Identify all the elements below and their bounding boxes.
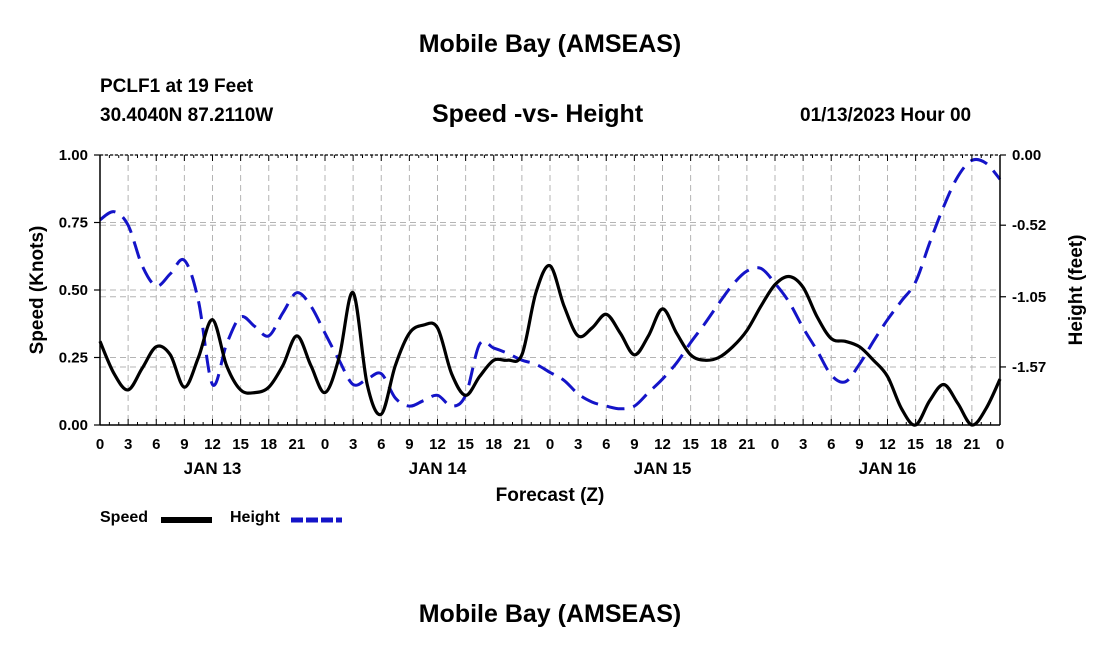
forecast-datetime: 01/13/2023 Hour 00 — [800, 105, 972, 126]
x-tick-label: 21 — [739, 436, 756, 453]
x-tick-label: 6 — [602, 436, 610, 453]
x-tick-label: 9 — [180, 436, 188, 453]
legend-speed-label: Speed — [100, 509, 149, 526]
chart-subtitle: Speed -vs- Height — [432, 100, 644, 128]
x-tick-label: 12 — [204, 436, 221, 453]
x-tick-label: 0 — [546, 436, 554, 453]
chart-main-title-repeat: Mobile Bay (AMSEAS) — [418, 600, 682, 628]
day-label: JAN 13 — [184, 459, 242, 478]
chart-main-title: Mobile Bay (AMSEAS) — [418, 30, 682, 58]
x-tick-label: 15 — [907, 436, 924, 453]
x-tick-label: 9 — [855, 436, 863, 453]
x-tick-label: 18 — [485, 436, 502, 453]
x-axis-title: Forecast (Z) — [496, 485, 605, 506]
x-tick-label: 15 — [232, 436, 249, 453]
x-tick-label: 21 — [514, 436, 531, 453]
height-series-line — [99, 157, 1002, 411]
series-group — [98, 157, 1002, 427]
station-label: PCLF1 at 19 Feet — [100, 76, 254, 97]
x-tick-label: 12 — [879, 436, 896, 453]
y-right-tick-label: -1.05 — [1012, 289, 1046, 306]
axis-labels: 0 3 6 9 12 15 18 21 0 3 6 9 12 15 18 21 0 3 6 9 12 15 18 21 0 3 6 9… — [27, 147, 1087, 523]
x-tick-label: 18 — [260, 436, 277, 453]
coordinates-label: 30.4040N 87.2110W — [100, 105, 274, 126]
day-label: JAN 16 — [859, 459, 917, 478]
x-tick-label: 15 — [682, 436, 699, 453]
y-right-tick-label: -1.57 — [1012, 359, 1046, 376]
y-right-axis-title: Height (feet) — [1066, 235, 1087, 346]
day-label: JAN 14 — [409, 459, 467, 478]
x-tick-label: 3 — [799, 436, 807, 453]
y-left-tick-label: 0.25 — [59, 350, 88, 367]
legend-height-label: Height — [230, 509, 280, 526]
x-tick-label: 3 — [124, 436, 132, 453]
x-tick-label: 9 — [405, 436, 413, 453]
x-tick-label: 21 — [964, 436, 981, 453]
x-tick-label: 3 — [349, 436, 357, 453]
x-tick-label: 18 — [710, 436, 727, 453]
speed-series-line — [98, 264, 1002, 427]
x-tick-label: 12 — [654, 436, 671, 453]
tick-marks — [94, 154, 1006, 426]
x-tick-label: 0 — [321, 436, 329, 453]
y-left-tick-label: 0.00 — [59, 417, 88, 434]
x-tick-label: 9 — [630, 436, 638, 453]
x-tick-label: 15 — [457, 436, 474, 453]
x-tick-label: 21 — [289, 436, 306, 453]
y-right-tick-label: -0.52 — [1012, 217, 1046, 234]
x-tick-label: 6 — [377, 436, 385, 453]
y-left-axis-title: Speed (Knots) — [27, 226, 48, 355]
y-left-tick-label: 0.50 — [59, 282, 88, 299]
y-left-tick-label: 1.00 — [59, 147, 88, 164]
x-tick-label: 0 — [96, 436, 104, 453]
x-tick-label: 3 — [574, 436, 582, 453]
y-right-tick-label: 0.00 — [1012, 147, 1041, 164]
x-tick-label: 18 — [935, 436, 952, 453]
x-tick-label: 6 — [827, 436, 835, 453]
x-tick-label: 6 — [152, 436, 160, 453]
x-tick-label: 0 — [996, 436, 1004, 453]
x-tick-label: 12 — [429, 436, 446, 453]
day-label: JAN 15 — [634, 459, 692, 478]
x-tick-label: 0 — [771, 436, 779, 453]
y-left-tick-label: 0.75 — [59, 215, 88, 232]
